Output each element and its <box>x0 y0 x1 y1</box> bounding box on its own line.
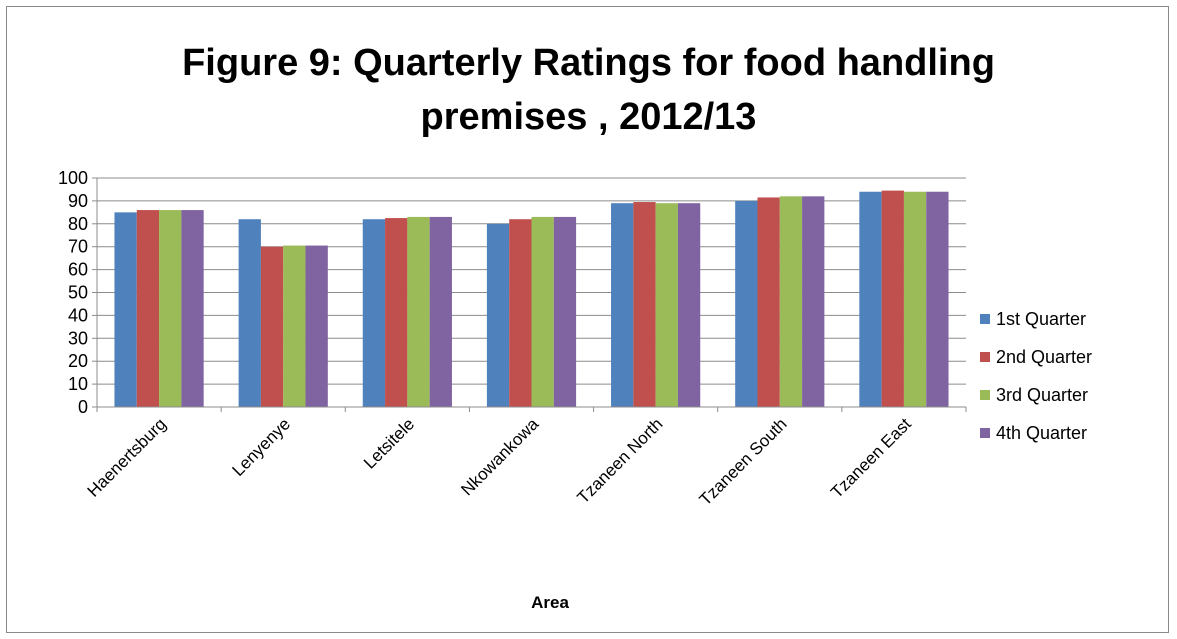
bar <box>677 203 701 407</box>
bar <box>283 245 306 407</box>
bar <box>486 223 510 407</box>
bar <box>735 200 758 407</box>
bar <box>655 203 678 407</box>
bar <box>407 216 430 407</box>
bar <box>136 210 160 407</box>
x-tick-label: Nkowankowa <box>457 414 542 499</box>
y-tick-label: 40 <box>68 305 88 325</box>
bar <box>260 246 284 407</box>
bar <box>159 210 182 407</box>
bar <box>362 219 386 407</box>
bar <box>385 218 408 407</box>
y-tick-label: 0 <box>78 397 88 417</box>
legend-label: 4th Quarter <box>996 423 1087 443</box>
chart-title-line-1: Figure 9: Quarterly Ratings for food han… <box>182 42 995 84</box>
x-tick-label: Letsitele <box>360 414 418 472</box>
bar <box>531 216 554 407</box>
bar <box>859 191 882 407</box>
legend-label: 2nd Quarter <box>996 347 1092 367</box>
y-tick-label: 80 <box>68 214 88 234</box>
y-tick-label: 20 <box>68 351 88 371</box>
bar <box>903 191 927 407</box>
bar <box>926 191 949 407</box>
bar <box>553 216 577 407</box>
y-tick-label: 60 <box>68 260 88 280</box>
y-tick-label: 50 <box>68 283 88 303</box>
x-tick-label: Tzaneen North <box>574 414 667 507</box>
legend-swatch <box>980 314 990 324</box>
bar <box>633 202 656 407</box>
legend-swatch <box>980 352 990 362</box>
x-tick-label: Tzaneen East <box>827 414 915 502</box>
bar <box>881 190 904 407</box>
bar <box>802 196 825 407</box>
bar <box>509 219 532 407</box>
y-tick-label: 70 <box>68 237 88 257</box>
y-tick-label: 100 <box>58 168 88 188</box>
y-tick-label: 90 <box>68 191 88 211</box>
chart-title-line-2: premises , 2012/13 <box>420 96 757 138</box>
bar <box>757 197 780 407</box>
bar <box>238 219 261 407</box>
y-tick-label: 10 <box>68 374 88 394</box>
legend-swatch <box>980 390 990 400</box>
bar <box>611 203 634 407</box>
y-tick-label: 30 <box>68 328 88 348</box>
bar <box>779 196 803 407</box>
x-tick-label: Haenertsburg <box>84 414 170 500</box>
x-tick-label: Lenyenye <box>228 414 294 480</box>
bar <box>305 245 328 407</box>
bars <box>114 190 949 407</box>
bar <box>114 212 137 407</box>
x-tick-label: Tzaneen South <box>696 414 791 509</box>
bar <box>429 216 452 407</box>
legend-label: 1st Quarter <box>996 309 1086 329</box>
bar <box>181 210 204 407</box>
legend: 1st Quarter 2nd Quarter 3rd Quarter 4th Qua… <box>980 309 1092 443</box>
x-tick-labels: Haenertsburg Lenyenye Letsitele Nkowankowa T… <box>84 414 915 509</box>
x-axis-title: Area <box>531 593 569 612</box>
legend-label: 3rd Quarter <box>996 385 1088 405</box>
chart-title: Figure 9: Quarterly Ratings for food han… <box>0 36 1177 144</box>
legend-swatch <box>980 428 990 438</box>
